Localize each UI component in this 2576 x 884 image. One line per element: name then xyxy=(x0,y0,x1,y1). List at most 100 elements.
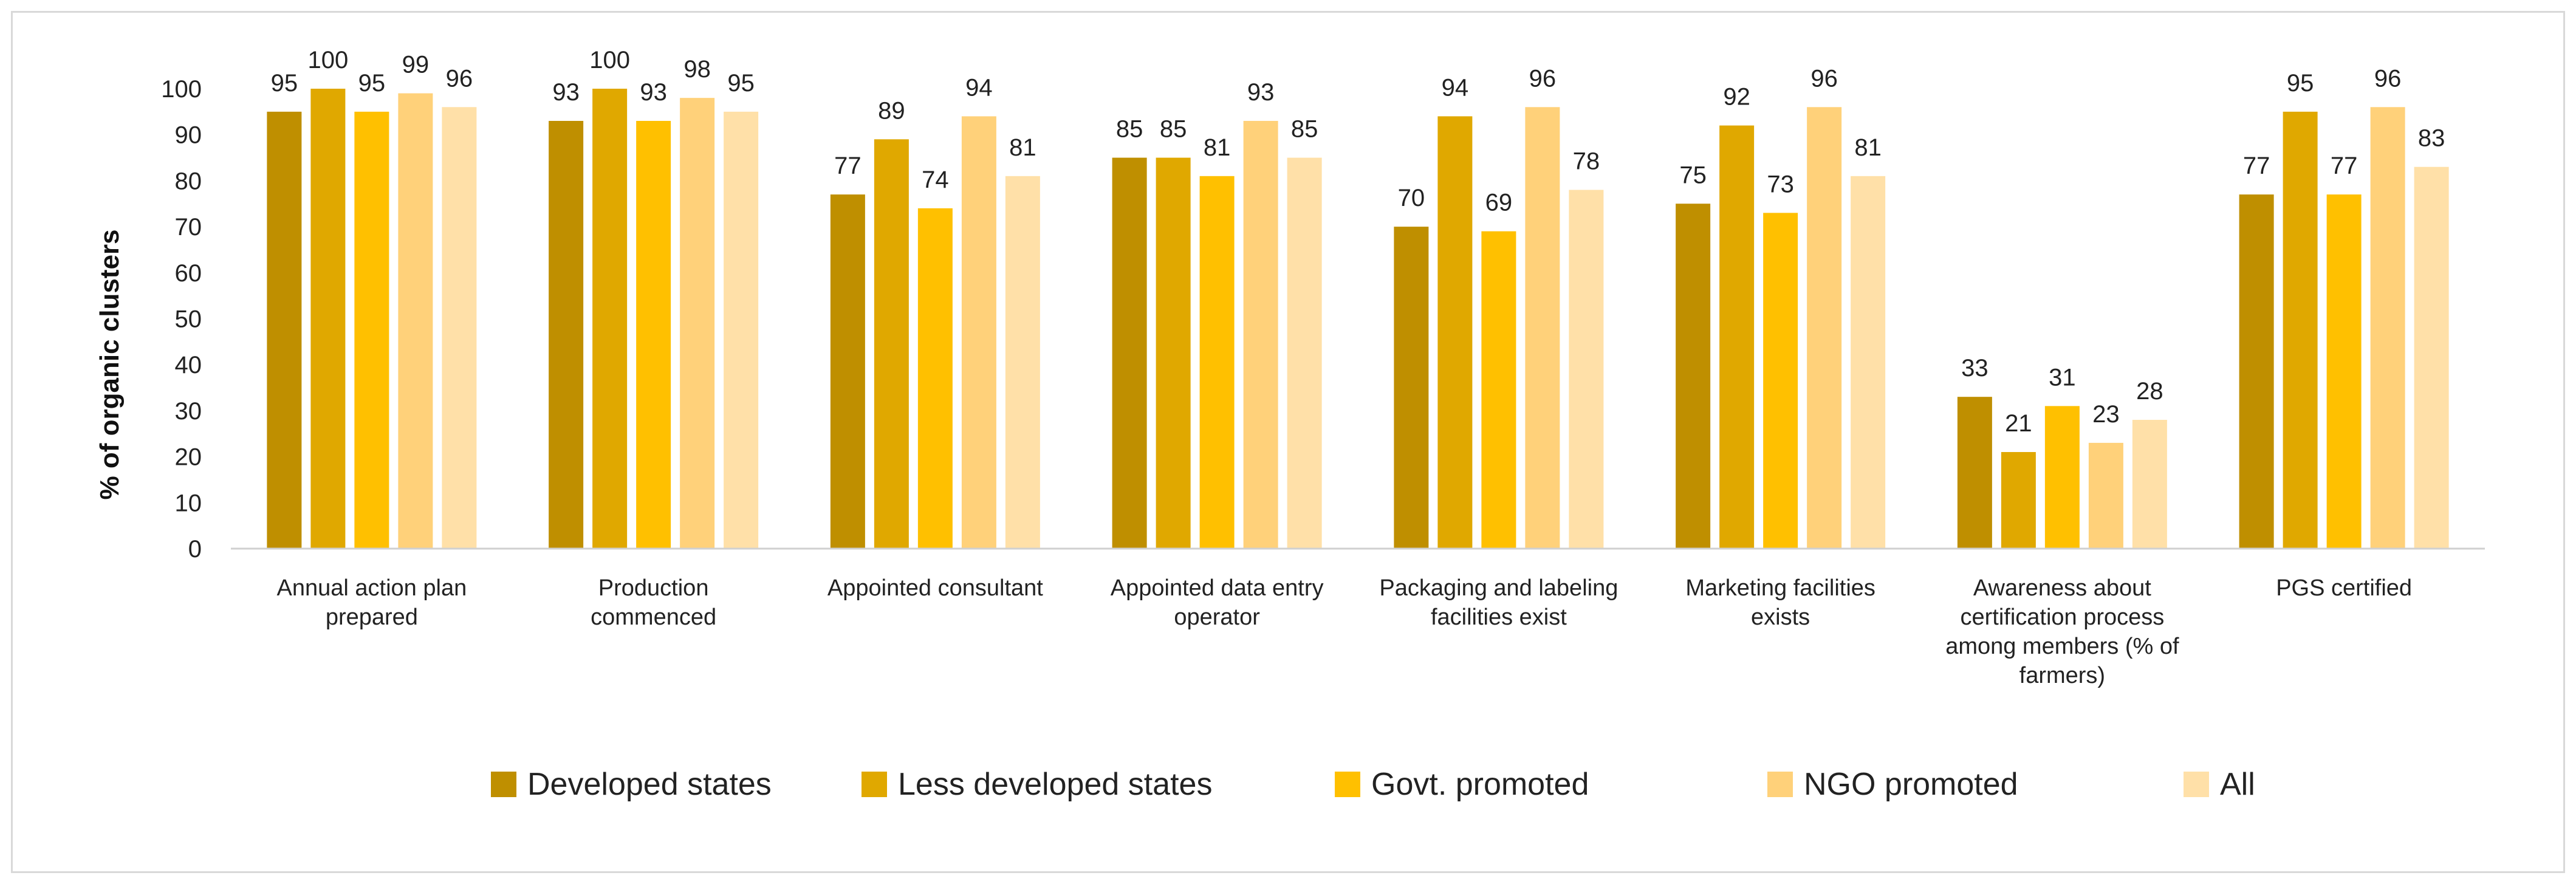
bar xyxy=(1437,116,1473,549)
legend-swatch xyxy=(2184,772,2209,797)
data-label: 81 xyxy=(1204,134,1231,161)
bar xyxy=(1525,107,1560,549)
bar xyxy=(2414,166,2449,549)
data-label: 78 xyxy=(1573,148,1600,175)
data-label: 96 xyxy=(1810,65,1838,92)
bar xyxy=(1851,176,1886,549)
data-label: 93 xyxy=(1247,79,1275,106)
y-tick-label: 60 xyxy=(175,260,202,287)
category-label: Production commenced xyxy=(591,575,716,630)
bar xyxy=(1569,190,1604,549)
data-label: 94 xyxy=(965,74,993,101)
data-label: 95 xyxy=(727,70,755,97)
bar xyxy=(874,139,909,549)
data-label: 95 xyxy=(358,70,386,97)
category-label: Appointed data entry operator xyxy=(1111,575,1324,630)
bar xyxy=(636,120,671,549)
data-label: 93 xyxy=(640,79,667,106)
y-tick-label: 80 xyxy=(175,168,202,194)
data-label: 89 xyxy=(878,97,905,124)
y-tick-label: 70 xyxy=(175,214,202,241)
category-labels: Annual action plan prepared Production comm… xyxy=(277,575,2413,688)
data-label: 74 xyxy=(922,166,949,193)
bar xyxy=(2283,111,2318,549)
bar xyxy=(2326,194,2362,549)
bar xyxy=(267,111,302,549)
legend: Developed states Less developed states Gov… xyxy=(491,767,2255,802)
y-tick-label: 10 xyxy=(175,490,202,516)
bar xyxy=(2239,194,2274,549)
data-label: 96 xyxy=(446,65,473,92)
bar xyxy=(1957,397,1992,549)
bar-series xyxy=(267,89,2449,549)
y-axis-ticks: 0 10 20 30 40 50 60 70 80 90 100 xyxy=(161,76,202,563)
data-label: 85 xyxy=(1291,116,1318,143)
bar xyxy=(2001,452,2036,549)
bar xyxy=(1763,213,1798,549)
data-label: 28 xyxy=(2136,378,2163,405)
bar xyxy=(2370,107,2405,549)
bar xyxy=(1199,176,1235,549)
bar xyxy=(1156,157,1191,549)
data-label: 92 xyxy=(1723,84,1750,111)
legend-swatch xyxy=(1335,772,1360,797)
data-label: 95 xyxy=(271,70,298,97)
bar xyxy=(592,89,628,549)
bar xyxy=(1481,231,1516,549)
bar xyxy=(1243,120,1278,549)
data-label: 69 xyxy=(1485,190,1513,216)
data-label: 100 xyxy=(308,47,349,74)
data-label: 75 xyxy=(1679,162,1707,188)
legend-swatch xyxy=(491,772,516,797)
bar xyxy=(724,111,759,549)
y-tick-label: 100 xyxy=(161,76,202,103)
bar xyxy=(1807,107,1842,549)
legend-label: All xyxy=(2220,767,2255,802)
bar xyxy=(680,98,715,549)
legend-label: Govt. promoted xyxy=(1371,767,1589,802)
data-label: 81 xyxy=(1854,134,1882,161)
legend-swatch xyxy=(1767,772,1793,797)
bar xyxy=(354,111,389,549)
data-label: 23 xyxy=(2092,401,2120,428)
data-label: 94 xyxy=(1442,74,1469,101)
legend-label: NGO promoted xyxy=(1804,767,2018,802)
y-tick-label: 30 xyxy=(175,398,202,425)
category-label: Packaging and labeling facilities exist xyxy=(1379,575,1618,630)
data-label: 77 xyxy=(2331,152,2358,179)
data-label: 77 xyxy=(834,152,862,179)
data-labels: 95 100 95 99 96 93 100 93 98 95 77 89 74 94 81 85 85 81 93… xyxy=(271,47,2445,437)
bar xyxy=(1676,204,1711,549)
data-label: 95 xyxy=(2287,70,2314,97)
bar xyxy=(549,120,584,549)
data-label: 81 xyxy=(1009,134,1036,161)
data-label: 70 xyxy=(1398,185,1425,211)
bar xyxy=(917,208,953,549)
data-label: 85 xyxy=(1116,116,1143,143)
data-label: 96 xyxy=(1529,65,1557,92)
bar xyxy=(1719,125,1755,549)
bar xyxy=(2044,406,2080,549)
bar xyxy=(1394,227,1429,549)
y-tick-label: 50 xyxy=(175,306,202,333)
bar xyxy=(398,93,433,549)
data-label: 21 xyxy=(2005,410,2032,437)
data-label: 99 xyxy=(402,52,430,78)
data-label: 96 xyxy=(2374,65,2402,92)
legend-label: Developed states xyxy=(527,767,772,802)
y-tick-label: 90 xyxy=(175,122,202,149)
bar xyxy=(961,116,996,549)
y-axis-title: % of organic clusters xyxy=(95,229,125,499)
category-label: Awareness about certification process amon… xyxy=(1945,575,2179,688)
data-label: 33 xyxy=(1961,355,1989,382)
legend-swatch xyxy=(862,772,887,797)
bar xyxy=(2088,442,2123,549)
data-label: 73 xyxy=(1767,171,1794,197)
bar xyxy=(1005,176,1040,549)
bar xyxy=(2132,420,2167,549)
bar xyxy=(310,89,346,549)
y-tick-label: 40 xyxy=(175,352,202,379)
bar xyxy=(1112,157,1147,549)
bar xyxy=(830,194,865,549)
